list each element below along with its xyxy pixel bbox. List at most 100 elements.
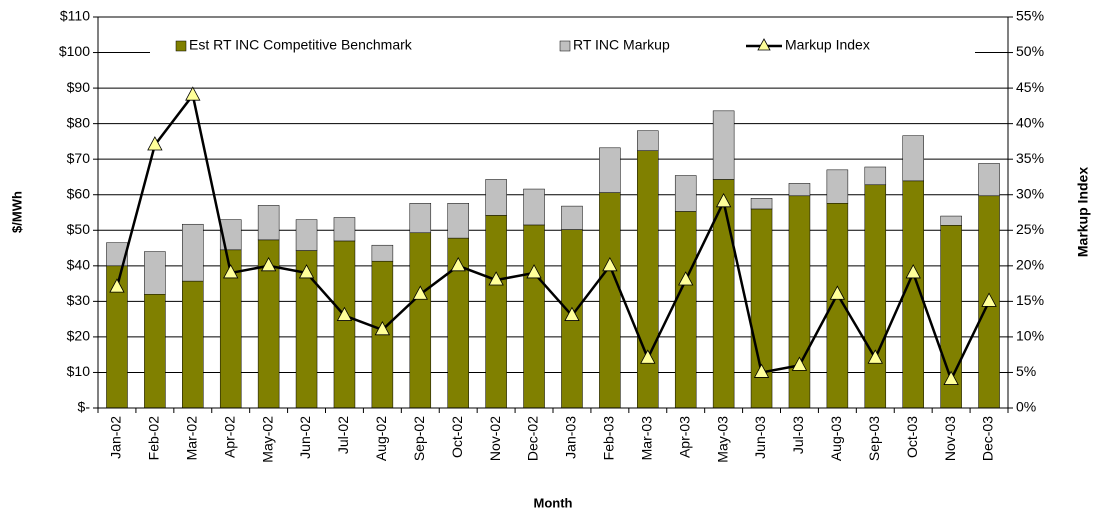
x-tick-label: Sep-02 <box>411 416 427 461</box>
marker <box>867 349 883 364</box>
y2-tick-label: 30% <box>1016 185 1044 201</box>
x-tick-label: Dec-03 <box>980 416 996 461</box>
marker <box>147 136 163 151</box>
bar <box>144 294 166 409</box>
legend-label: RT INC Markup <box>573 37 670 53</box>
y2-tick-label: 25% <box>1016 221 1044 237</box>
y2-tick-label: 20% <box>1016 257 1044 273</box>
x-tick-label: Feb-02 <box>146 416 162 461</box>
x-tick-label: Jul-03 <box>790 416 806 454</box>
x-tick-label: Sep-03 <box>866 416 882 461</box>
legend-swatch <box>175 40 187 52</box>
bar <box>523 188 545 226</box>
bar <box>637 150 659 409</box>
x-tick-label: Oct-03 <box>904 416 920 458</box>
marker <box>791 356 808 371</box>
bar <box>144 251 166 295</box>
bar <box>523 224 545 409</box>
bar <box>599 147 621 193</box>
legend-label: Est RT INC Competitive Benchmark <box>189 37 413 53</box>
marker <box>374 320 391 336</box>
marker <box>640 349 656 364</box>
bar <box>788 195 811 409</box>
bar <box>295 219 318 251</box>
y-tick-label: $20 <box>67 328 91 344</box>
marker <box>223 264 239 279</box>
bar <box>864 184 887 409</box>
y-tick-label: $100 <box>59 43 90 59</box>
y2-tick-label: 10% <box>1016 328 1044 344</box>
marker <box>981 292 997 307</box>
bar <box>788 183 811 197</box>
y-tick-label: $80 <box>67 114 91 130</box>
bar <box>561 205 583 230</box>
bar <box>750 198 773 210</box>
x-tick-label: Aug-03 <box>828 416 844 461</box>
bar <box>485 179 507 216</box>
marker <box>336 306 353 321</box>
line <box>115 92 991 383</box>
bar <box>106 242 128 267</box>
x-tick-label: Jun-02 <box>297 416 313 459</box>
marker <box>753 363 770 378</box>
y2-axis-title: Markup Index <box>1075 167 1091 257</box>
marker <box>260 256 277 272</box>
x-tick-label: Apr-03 <box>676 416 692 458</box>
y-tick-label: $60 <box>67 185 91 201</box>
x-tick-label: Aug-02 <box>373 416 389 461</box>
x-tick-label: May-02 <box>259 416 275 463</box>
bar <box>674 211 697 409</box>
marker <box>905 264 921 279</box>
y-tick-label: $30 <box>67 292 91 308</box>
bar <box>864 166 887 186</box>
y2-tick-label: 5% <box>1016 363 1036 379</box>
marker <box>715 192 732 208</box>
y-tick-label: $- <box>78 399 91 415</box>
marker <box>526 264 542 279</box>
marker <box>412 285 428 300</box>
bar <box>599 192 621 409</box>
bar <box>409 203 432 234</box>
bar <box>940 215 962 226</box>
x-tick-label: Nov-03 <box>942 416 958 461</box>
x-tick-label: Apr-02 <box>221 416 237 458</box>
marker <box>564 306 580 321</box>
marker <box>943 370 959 385</box>
x-tick-label: Feb-03 <box>601 416 617 461</box>
x-tick-label: Oct-02 <box>449 416 465 458</box>
y-tick-label: $50 <box>67 221 91 237</box>
y2-tick-label: 50% <box>1016 43 1044 59</box>
y-axis-title: $/MWh <box>9 191 24 233</box>
x-tick-label: Dec-02 <box>525 416 541 461</box>
x-tick-label: Jul-02 <box>335 416 351 454</box>
bar <box>750 208 773 409</box>
x-tick-label: Jan-02 <box>108 416 124 459</box>
bar <box>485 215 507 409</box>
y-tick-label: $90 <box>67 79 91 95</box>
bar <box>333 217 356 242</box>
bar <box>333 240 356 409</box>
y2-tick-label: 40% <box>1016 114 1044 130</box>
marker <box>185 86 201 101</box>
bar <box>674 175 697 212</box>
bar <box>712 179 735 409</box>
bar <box>219 219 242 251</box>
legend-swatch <box>559 40 571 52</box>
x-tick-label: Mar-03 <box>638 416 654 461</box>
bar <box>902 135 924 182</box>
marker <box>829 285 846 300</box>
x-tick-label: Mar-02 <box>183 416 199 461</box>
y2-tick-label: 55% <box>1016 8 1044 24</box>
x-tick-label: Jun-03 <box>752 416 768 459</box>
marker <box>602 256 618 272</box>
x-axis-title: Month <box>534 495 573 510</box>
bar <box>637 130 659 151</box>
bar <box>257 205 280 241</box>
bar <box>182 280 204 409</box>
x-tick-label: Jan-03 <box>563 416 579 459</box>
marker <box>298 264 315 279</box>
bar <box>826 169 849 204</box>
y2-tick-label: 45% <box>1016 79 1044 95</box>
legend-marker <box>757 38 771 51</box>
